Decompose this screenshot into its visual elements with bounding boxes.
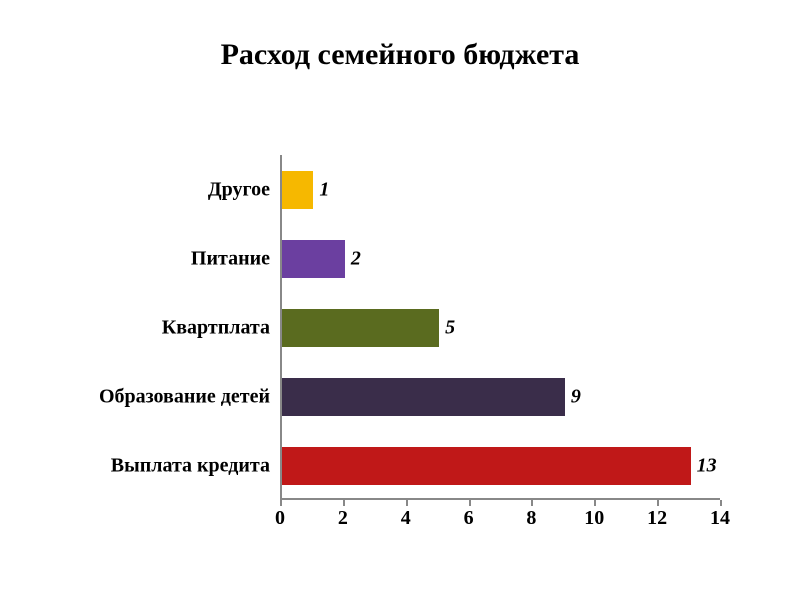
bar [282, 378, 565, 416]
bar [282, 447, 691, 485]
bar-value-label: 9 [571, 385, 581, 408]
bar [282, 171, 313, 209]
bar-value-label: 2 [351, 247, 361, 270]
bar [282, 309, 439, 347]
x-tick-label: 14 [710, 507, 730, 530]
x-tick [657, 500, 659, 506]
x-axis [280, 498, 720, 500]
x-tick [343, 500, 345, 506]
category-label: Другое [208, 178, 280, 201]
x-tick [720, 500, 722, 506]
x-tick-label: 0 [275, 507, 285, 530]
x-tick-label: 8 [526, 507, 536, 530]
chart-title: Расход семейного бюджета [0, 0, 800, 72]
bar-value-label: 1 [319, 178, 329, 201]
category-label: Питание [191, 247, 280, 270]
bar-value-label: 13 [697, 454, 717, 477]
x-tick [469, 500, 471, 506]
bar [282, 240, 345, 278]
plot: 02468101214 1Другое2Питание5Квартплата9О… [280, 155, 720, 500]
x-tick [280, 500, 282, 506]
category-label: Квартплата [162, 316, 280, 339]
chart-plot-area: 02468101214 1Другое2Питание5Квартплата9О… [280, 155, 720, 500]
x-tick-label: 12 [647, 507, 667, 530]
x-tick-label: 2 [338, 507, 348, 530]
x-tick [531, 500, 533, 506]
x-tick-label: 4 [401, 507, 411, 530]
x-tick-label: 10 [584, 507, 604, 530]
category-label: Образование детей [99, 385, 280, 408]
x-tick-label: 6 [464, 507, 474, 530]
x-tick [594, 500, 596, 506]
category-label: Выплата кредита [111, 454, 280, 477]
bar-value-label: 5 [445, 316, 455, 339]
x-tick [406, 500, 408, 506]
